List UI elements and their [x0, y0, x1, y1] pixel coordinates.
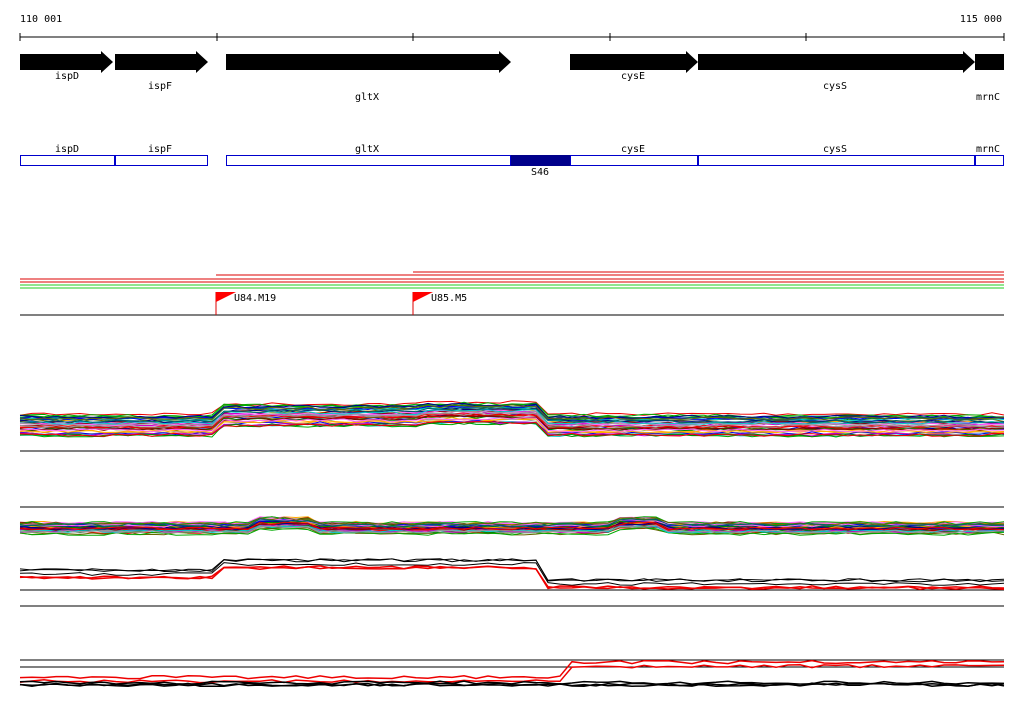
gene-arrow — [226, 51, 511, 73]
gene-label: gltX — [355, 92, 379, 103]
gene-arrow — [698, 51, 975, 73]
region-label: S46 — [531, 167, 549, 178]
feature-box — [698, 155, 975, 166]
feature-box — [115, 155, 208, 166]
gene-label: ispD — [55, 71, 79, 82]
track-line — [19, 409, 1005, 425]
gene-label: ispF — [148, 81, 172, 92]
marker-flag — [413, 292, 433, 302]
track-line — [19, 682, 1005, 688]
track-line — [19, 565, 1005, 591]
track-line — [19, 558, 1005, 583]
gene-arrow — [115, 51, 208, 73]
track-line — [19, 521, 1005, 531]
track-line — [19, 524, 1005, 534]
track-line — [19, 527, 1005, 536]
feature-box — [570, 155, 698, 166]
gene-label: mrnC — [976, 92, 1000, 103]
track-line — [19, 659, 1005, 680]
track-line — [19, 516, 1005, 525]
track-line — [19, 412, 1005, 429]
feature-label: ispD — [55, 144, 79, 155]
track-line — [19, 664, 1005, 684]
ruler-end: 115 000 — [960, 14, 1002, 25]
track-line — [19, 404, 1005, 421]
track-line — [19, 410, 1005, 427]
gene-arrow — [975, 51, 1004, 73]
feature-label: cysS — [823, 144, 847, 155]
marker-label: U84.M19 — [234, 293, 276, 304]
track-line — [19, 400, 1005, 416]
track-line — [19, 420, 1005, 437]
gene-arrow — [20, 51, 113, 73]
track-baselines — [20, 450, 1004, 668]
feature-box — [20, 155, 115, 166]
track-line — [19, 407, 1005, 424]
region-box — [511, 155, 570, 166]
track-line — [19, 417, 1005, 433]
feature-box — [975, 155, 1004, 166]
gene-arrow — [570, 51, 698, 73]
track-line — [19, 562, 1005, 586]
track-line — [19, 413, 1005, 430]
gene-label: cysE — [621, 71, 645, 82]
feature-label: gltX — [355, 144, 379, 155]
feature-label: cysE — [621, 144, 645, 155]
snp-lines — [20, 271, 1004, 316]
ruler-start: 110 001 — [20, 14, 62, 25]
marker-flag — [216, 292, 236, 302]
feature-box — [226, 155, 511, 166]
track-line — [19, 558, 1005, 583]
feature-label: ispF — [148, 144, 172, 155]
track-line — [19, 404, 1005, 421]
marker-label: U85.M5 — [431, 293, 467, 304]
ruler-ticks — [19, 33, 1005, 41]
track-line — [19, 516, 1005, 526]
gene-label: cysS — [823, 81, 847, 92]
track-line — [19, 518, 1005, 528]
feature-label: mrnC — [976, 144, 1000, 155]
